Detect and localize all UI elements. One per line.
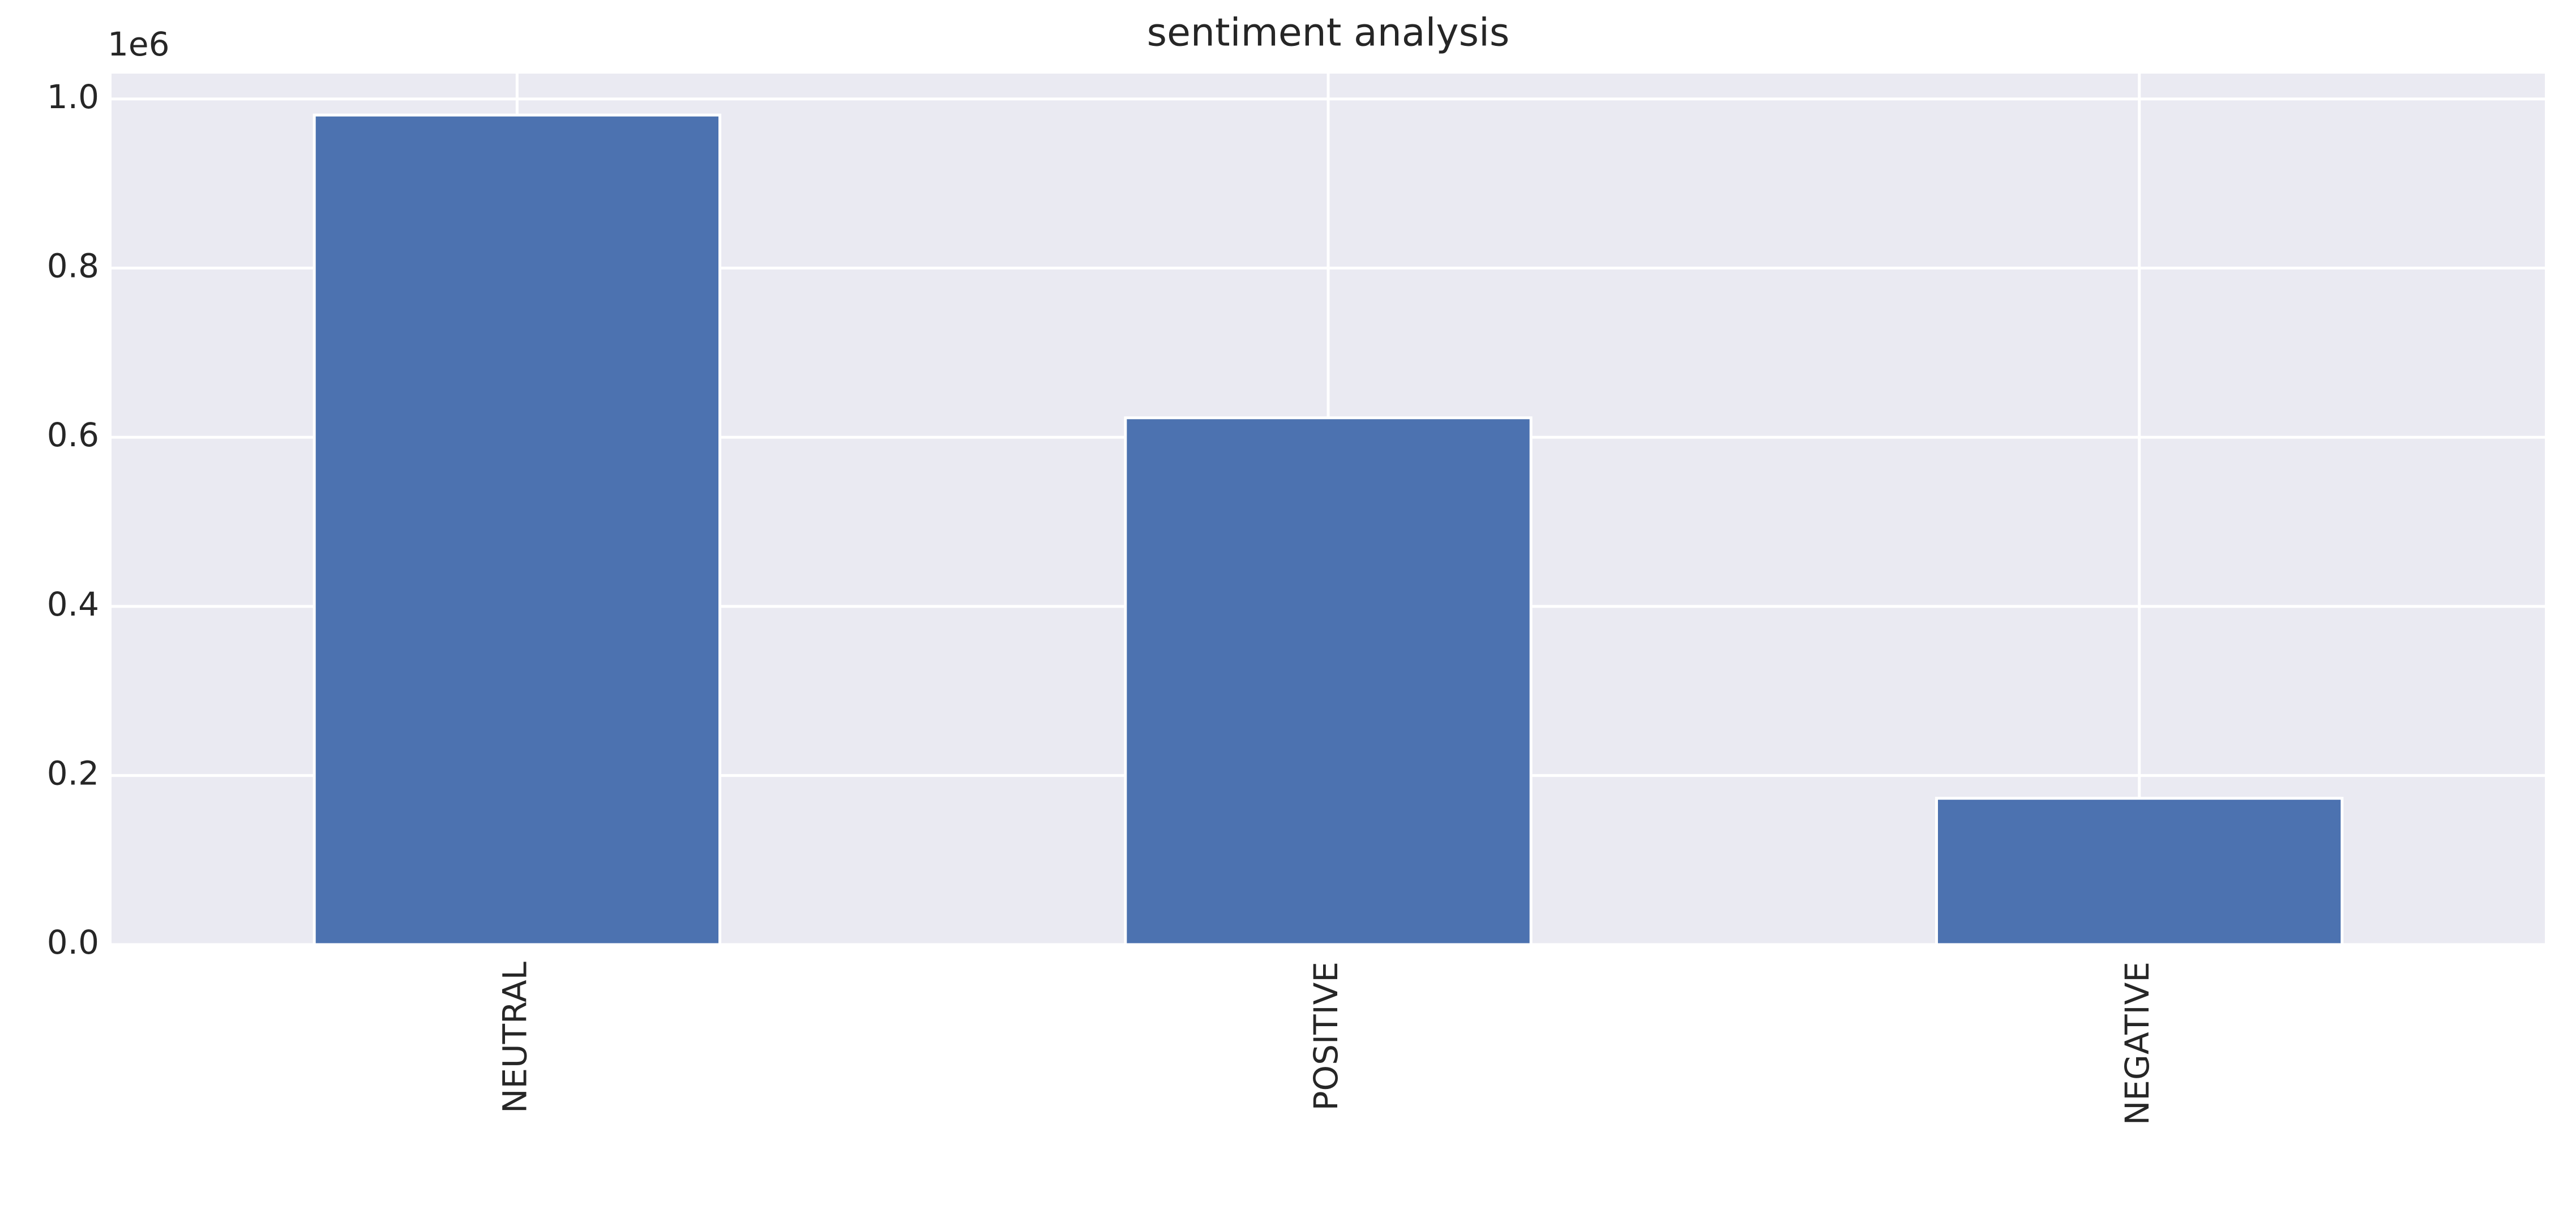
y-tick-label: 0.8 [47, 247, 99, 285]
chart-title: sentiment analysis [1147, 11, 1510, 55]
bar [313, 113, 721, 946]
y-offset-label: 1e6 [108, 25, 170, 63]
y-tick-label: 0.0 [47, 923, 99, 962]
y-tick-label: 1.0 [47, 78, 99, 116]
y-tick-label: 0.6 [47, 416, 99, 454]
bar [1935, 797, 2344, 946]
x-tick-label: NEGATIVE [2118, 962, 2156, 1125]
y-tick-label: 0.4 [47, 585, 99, 624]
x-tick-label: NEUTRAL [495, 962, 534, 1113]
bar [1124, 416, 1533, 946]
x-tick-label: POSITIVE [1307, 962, 1345, 1111]
y-tick-label: 0.2 [47, 754, 99, 792]
